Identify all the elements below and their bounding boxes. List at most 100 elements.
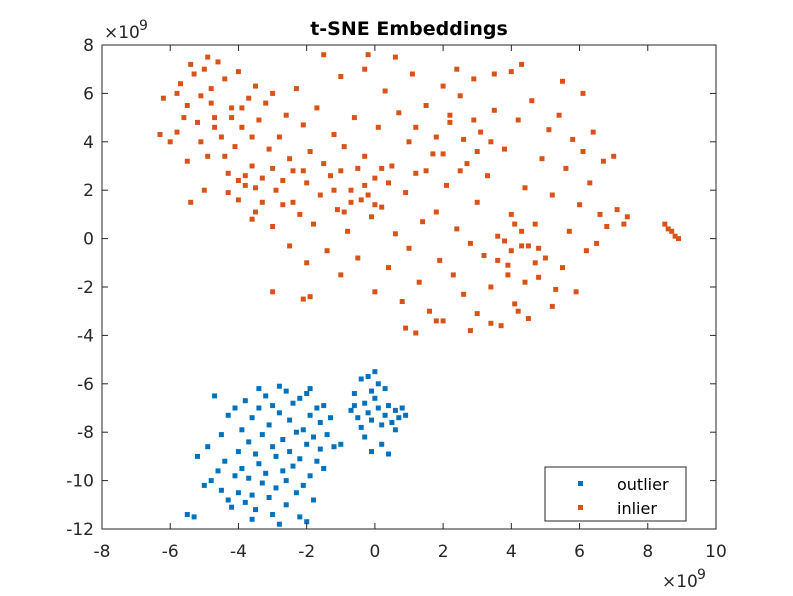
- inlier-point: [604, 224, 610, 229]
- inlier-point: [266, 146, 272, 152]
- inlier-point: [345, 228, 351, 234]
- outlier-point: [365, 374, 371, 379]
- inlier-point: [478, 129, 484, 135]
- x-tick-label: 0: [369, 542, 380, 562]
- inlier-point: [273, 187, 279, 193]
- outlier-point: [304, 391, 310, 396]
- inlier-point: [560, 265, 565, 271]
- outlier-point: [293, 490, 299, 496]
- inlier-point: [512, 221, 518, 227]
- outlier-point: [396, 415, 402, 421]
- inlier-point: [560, 78, 565, 84]
- inlier-point: [304, 180, 310, 186]
- inlier-point: [184, 158, 190, 164]
- y-tick-label: -12: [66, 520, 94, 540]
- inlier-point: [566, 228, 572, 234]
- inlier-point: [467, 328, 473, 334]
- outlier-point: [218, 432, 224, 438]
- inlier-point: [307, 294, 313, 300]
- inlier-point: [317, 192, 323, 198]
- outlier-point: [297, 456, 303, 462]
- inlier-point: [375, 124, 381, 130]
- inlier-point: [611, 153, 617, 159]
- legend-label-inlier: inlier: [617, 499, 657, 518]
- outlier-point: [375, 405, 381, 411]
- outlier-point: [290, 463, 296, 469]
- inlier-point: [218, 134, 224, 140]
- outlier-point: [399, 405, 405, 411]
- y-multiplier-base: ×10: [104, 23, 140, 43]
- outlier-point: [242, 398, 248, 404]
- inlier-point: [583, 248, 589, 254]
- inlier-point: [382, 88, 388, 94]
- inlier-point: [212, 124, 218, 130]
- inlier-point: [334, 207, 340, 213]
- inlier-point: [665, 226, 671, 232]
- inlier-point: [495, 257, 501, 263]
- inlier-point: [369, 214, 374, 220]
- inlier-point: [300, 168, 306, 174]
- outlier-point: [225, 412, 231, 418]
- outlier-point: [403, 412, 409, 418]
- inlier-point: [276, 134, 282, 140]
- inlier-point: [338, 74, 344, 79]
- inlier-point: [532, 221, 538, 227]
- inlier-point: [457, 168, 463, 174]
- inlier-point: [508, 248, 514, 254]
- outlier-point: [184, 512, 190, 517]
- inlier-point: [249, 216, 255, 222]
- inlier-point: [300, 122, 306, 128]
- outlier-point: [307, 473, 313, 479]
- inlier-point: [365, 192, 371, 198]
- inlier-point: [457, 93, 463, 99]
- outlier-point: [273, 453, 279, 459]
- inlier-point: [372, 175, 378, 181]
- inlier-point: [580, 90, 586, 96]
- outlier-point: [232, 405, 238, 411]
- inlier-point: [553, 286, 559, 292]
- inlier-point: [208, 100, 214, 106]
- inlier-point: [406, 139, 412, 145]
- inlier-point: [188, 199, 194, 205]
- outlier-point: [208, 478, 214, 484]
- inlier-point: [546, 127, 552, 133]
- y-multiplier: ×10 9: [104, 18, 148, 43]
- inlier-point: [437, 257, 443, 263]
- inlier-point: [461, 291, 467, 297]
- outlier-point: [375, 381, 381, 387]
- inlier-point: [280, 202, 286, 208]
- ticks-layer: -8 -6 -4 -2 0 2 4 6 8 10 -12 -10 -8 -6 -4 -2 0 2 4 6 8: [66, 36, 727, 562]
- inlier-point: [556, 112, 562, 118]
- x-tick-label: 8: [642, 542, 653, 562]
- outlier-point: [273, 485, 279, 491]
- inlier-point: [222, 76, 228, 82]
- inlier-point: [242, 173, 248, 179]
- outlier-point: [300, 427, 306, 433]
- inlier-point: [505, 262, 511, 268]
- inlier-point: [512, 301, 518, 307]
- inlier-point: [314, 105, 320, 111]
- inlier-point: [570, 136, 576, 142]
- outlier-point: [365, 410, 371, 416]
- outlier-point: [372, 395, 378, 401]
- inlier-point: [235, 197, 241, 203]
- series-outlier: [184, 369, 409, 527]
- x-tick-label: 6: [574, 542, 585, 562]
- inlier-point: [485, 173, 490, 179]
- inlier-point: [270, 289, 276, 295]
- x-tick-label: 10: [705, 542, 727, 562]
- inlier-point: [392, 231, 398, 237]
- outlier-point: [253, 507, 258, 513]
- inlier-point: [324, 248, 330, 254]
- outlier-point: [328, 415, 333, 421]
- inlier-point: [508, 211, 514, 217]
- inlier-point: [420, 219, 426, 225]
- inlier-point: [338, 168, 344, 174]
- inlier-point: [249, 134, 255, 140]
- outlier-point: [314, 458, 320, 464]
- inlier-point: [549, 192, 555, 198]
- x-tick-label: -2: [298, 542, 315, 562]
- inlier-point: [515, 308, 521, 314]
- outlier-point: [276, 521, 282, 527]
- inlier-point: [222, 153, 228, 159]
